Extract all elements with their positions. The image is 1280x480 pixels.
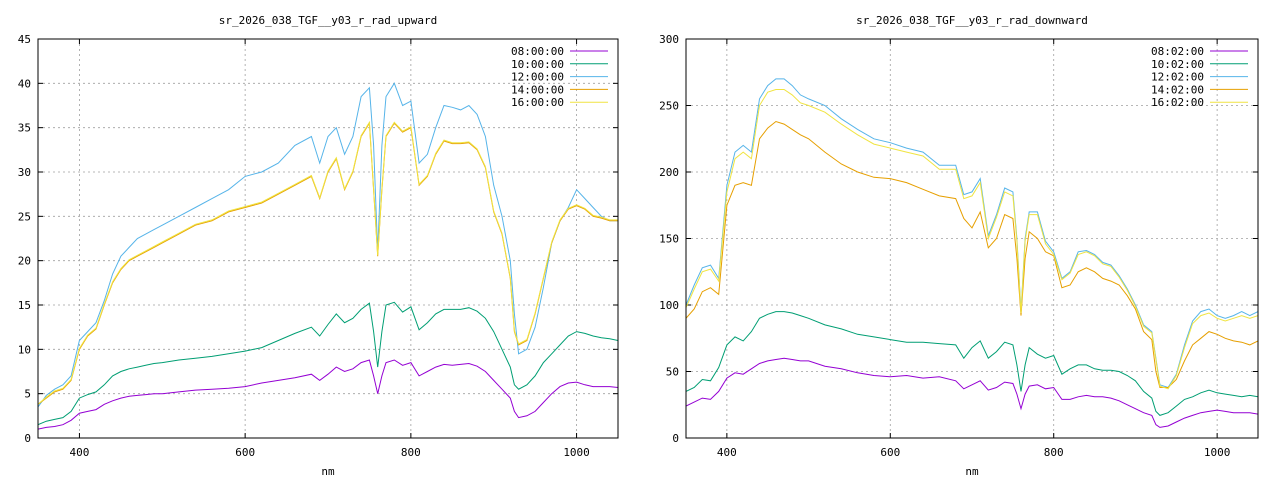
x-tick-label: 800 [1044, 446, 1064, 459]
y-tick-label: 250 [659, 100, 679, 113]
legend-label: 14:00:00 [511, 83, 564, 96]
series-line-1 [38, 359, 618, 430]
legend-label: 16:00:00 [511, 96, 564, 109]
legend-label: 12:02:00 [1151, 71, 1204, 84]
y-tick-label: 10 [18, 343, 31, 356]
x-tick-label: 1000 [1204, 446, 1231, 459]
x-tick-label: 800 [401, 446, 421, 459]
y-tick-label: 150 [659, 233, 679, 246]
series-line-2 [38, 301, 618, 426]
x-tick-label: 600 [880, 446, 900, 459]
y-tick-label: 30 [18, 166, 31, 179]
series-line-2 [686, 311, 1258, 416]
chart-title: sr_2026_038_TGF__y03_r_rad_downward [856, 14, 1088, 27]
series-line-5 [686, 89, 1258, 390]
chart-panel-1: sr_2026_038_TGF__y03_r_rad_upward 0 5 10 15 2… [18, 14, 619, 478]
legend-label: 16:02:00 [1151, 96, 1204, 109]
y-tick-label: 20 [18, 255, 31, 268]
chart-panel-2: sr_2026_038_TGF__y03_r_rad_downward 0 50 10… [659, 14, 1259, 478]
series-group [686, 78, 1258, 428]
x-tick-label: 1000 [563, 446, 590, 459]
y-tick-label: 25 [18, 210, 31, 223]
y-tick-label: 100 [659, 299, 679, 312]
legend-label: 12:00:00 [511, 71, 564, 84]
x-tick-label: 400 [69, 446, 89, 459]
y-tick-label: 50 [666, 366, 679, 379]
legend-label: 08:02:00 [1151, 45, 1204, 58]
y-tick-label: 40 [18, 77, 31, 90]
x-tick-label: 600 [235, 446, 255, 459]
series-group [38, 82, 618, 430]
y-tick-label: 15 [18, 299, 31, 312]
x-axis-label: nm [965, 465, 979, 478]
series-line-5 [38, 120, 618, 405]
y-tick-label: 200 [659, 166, 679, 179]
legend-label: 14:02:00 [1151, 83, 1204, 96]
plot-frame [685, 38, 1259, 439]
legend-label: 10:00:00 [511, 58, 564, 71]
legend-label: 10:02:00 [1151, 58, 1204, 71]
x-tick-label: 400 [717, 446, 737, 459]
plot-frame [37, 38, 619, 439]
y-tick-label: 35 [18, 122, 31, 135]
y-tick-label: 300 [659, 33, 679, 46]
y-tick-label: 0 [24, 432, 31, 445]
y-tick-label: 45 [18, 33, 31, 46]
series-line-3 [38, 82, 618, 408]
chart-title: sr_2026_038_TGF__y03_r_rad_upward [219, 14, 438, 27]
series-line-1 [686, 357, 1258, 428]
legend-label: 08:00:00 [511, 45, 564, 58]
y-tick-label: 5 [24, 388, 31, 401]
y-tick-label: 0 [672, 432, 679, 445]
x-axis-label: nm [321, 465, 335, 478]
